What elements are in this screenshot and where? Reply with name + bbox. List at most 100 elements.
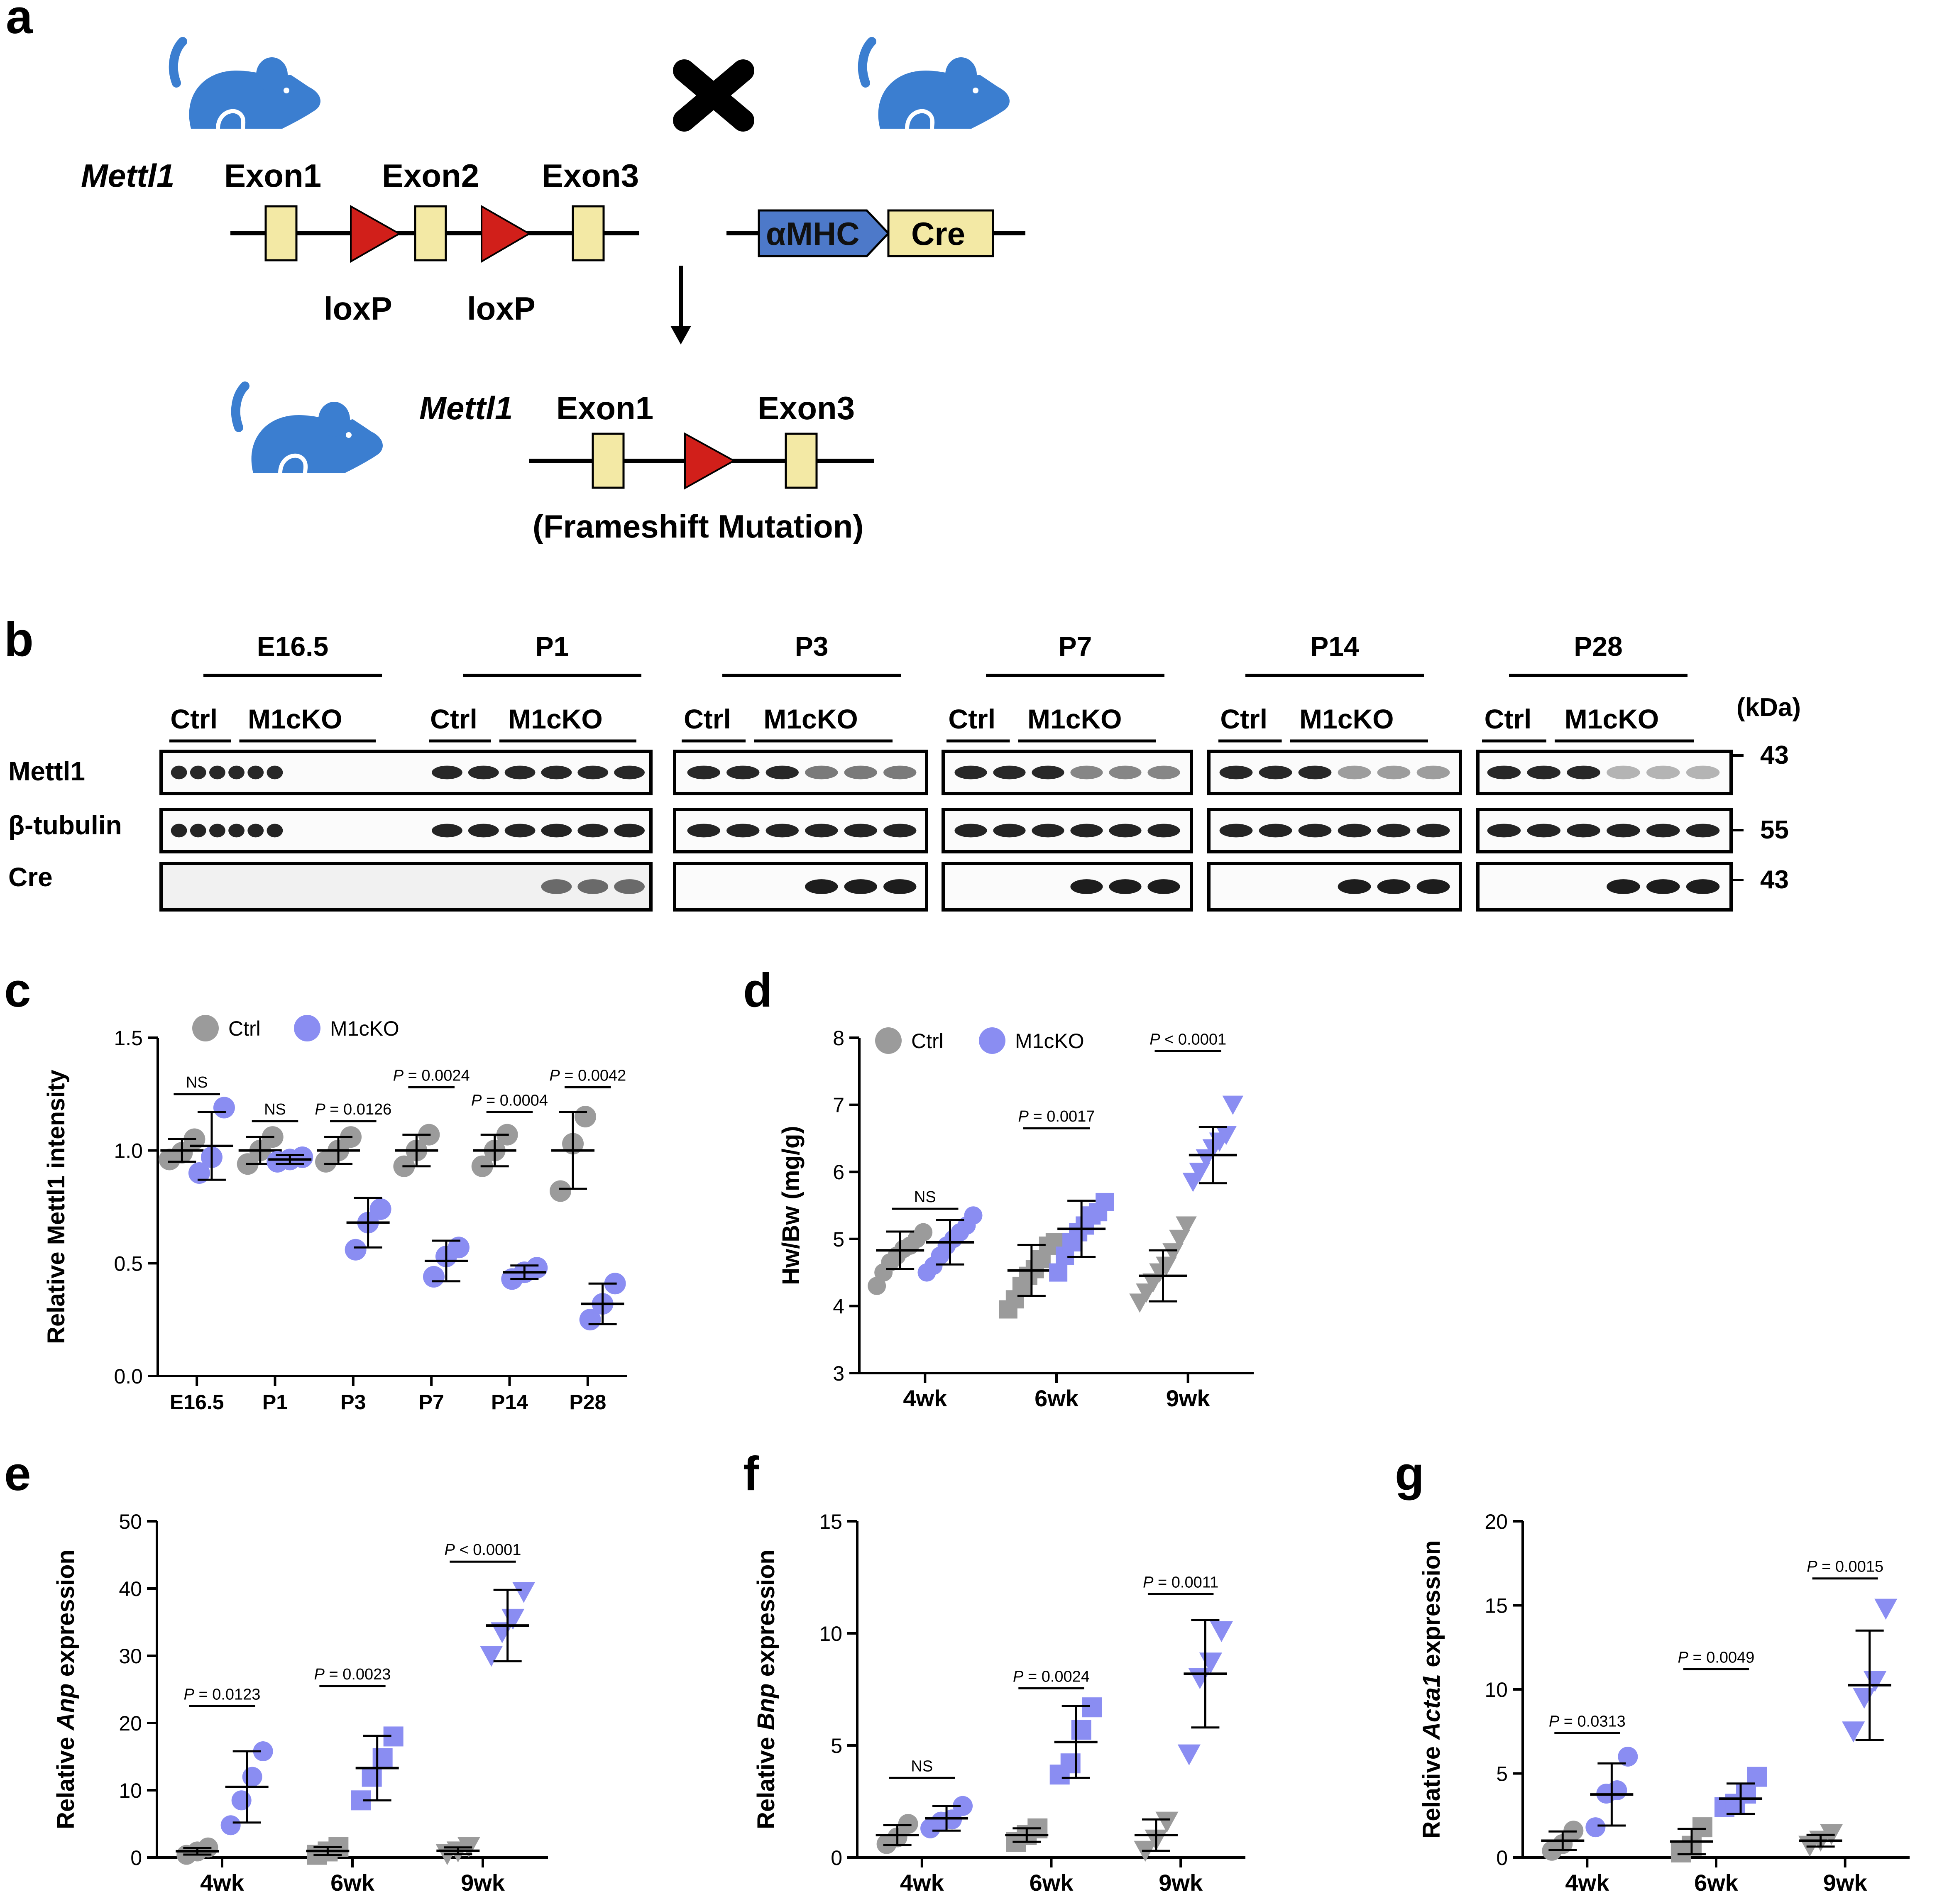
blot-band <box>1338 879 1371 894</box>
data-point <box>1071 1720 1091 1740</box>
blot-band <box>1646 879 1680 894</box>
blot-band <box>228 765 245 780</box>
y-tick-label: 50 <box>119 1510 142 1533</box>
blot-band <box>1377 879 1411 894</box>
panel-letter-b: b <box>4 612 34 666</box>
blot-band <box>1487 824 1521 838</box>
kda-marker: 43 <box>1760 741 1789 770</box>
data-point <box>1188 1668 1211 1689</box>
data-point <box>369 1198 391 1220</box>
blot-ko-label: M1cKO <box>1299 704 1394 734</box>
data-point <box>188 1162 210 1184</box>
p-value-label: NS <box>264 1101 286 1118</box>
data-point <box>345 1239 367 1261</box>
blot-band <box>247 765 264 780</box>
blot-band <box>883 824 917 838</box>
data-point <box>1874 1598 1898 1620</box>
x-tick-label: 6wk <box>1035 1385 1079 1411</box>
blot-ctrl-label: Ctrl <box>1220 704 1267 734</box>
chart-panel-e: 0 10 20 30 40 50 Relative Anp expression 4wk P =… <box>52 1510 548 1896</box>
amhc-label: αMHC <box>766 215 860 252</box>
blot-band <box>844 879 877 894</box>
blot-band <box>1686 824 1720 838</box>
blot-band <box>1070 879 1103 894</box>
blot-band <box>1686 879 1720 894</box>
p-value-label: P = 0.0024 <box>1013 1668 1090 1685</box>
blot-band <box>805 824 838 838</box>
result-exon1-label: Exon1 <box>556 390 653 426</box>
p-value-label: P = 0.0024 <box>393 1067 470 1085</box>
blot-band <box>577 765 609 780</box>
legend-label-ctrl: Ctrl <box>911 1029 944 1053</box>
blot-band <box>1109 824 1142 838</box>
blot-band <box>954 765 987 780</box>
blot-band <box>1259 824 1292 838</box>
data-point <box>914 1223 933 1242</box>
y-tick-label: 10 <box>119 1779 142 1802</box>
blot-row-label: Mettl1 <box>8 756 85 786</box>
blot-band <box>577 824 609 838</box>
x-tick-label: P1 <box>262 1391 288 1414</box>
y-tick-label: 5 <box>831 1734 842 1757</box>
data-point <box>1607 1780 1627 1800</box>
loxp-1 <box>350 205 401 263</box>
x-tick-label: 6wk <box>1694 1870 1739 1896</box>
legend-label-m1cko: M1cKO <box>1015 1029 1084 1053</box>
blot-ko-label: M1cKO <box>763 704 858 734</box>
blot-band <box>1487 765 1521 780</box>
p-value-label: P = 0.0042 <box>549 1067 626 1085</box>
blot-band <box>541 879 572 894</box>
data-point <box>362 1767 382 1787</box>
blot-band <box>541 824 572 838</box>
blot-band <box>468 824 499 838</box>
data-point <box>898 1814 918 1834</box>
data-point <box>550 1180 572 1202</box>
y-axis-label: Relative Bnp expression <box>753 1550 780 1829</box>
data-point <box>1176 1216 1197 1236</box>
loxp-label-1: loxP <box>324 290 392 327</box>
result-exon3-label: Exon3 <box>758 390 855 426</box>
p-value-label: P = 0.0015 <box>1807 1558 1883 1576</box>
data-point <box>1060 1753 1081 1774</box>
y-tick-label: 0 <box>130 1846 142 1870</box>
p-value-label: NS <box>911 1757 933 1775</box>
data-point <box>242 1767 262 1787</box>
blot-ctrl-label: Ctrl <box>1485 704 1532 734</box>
frameshift-note: (Frameshift Mutation) <box>533 508 863 545</box>
kda-marker: 43 <box>1760 865 1789 894</box>
data-point <box>1222 1095 1244 1115</box>
panel-letter-f: f <box>743 1447 759 1501</box>
cre-label: Cre <box>911 215 965 252</box>
y-tick-label: 7 <box>833 1094 844 1117</box>
blot-ko-label: M1cKO <box>248 704 342 734</box>
x-tick-label: P7 <box>419 1391 444 1414</box>
blot-ko-label: M1cKO <box>1027 704 1122 734</box>
kda-label: (kDa) <box>1736 693 1801 722</box>
data-point <box>231 1790 252 1811</box>
y-tick-label: 10 <box>1485 1678 1508 1701</box>
blot-band <box>993 765 1026 780</box>
blot-band <box>954 824 987 838</box>
blot-band <box>1147 824 1180 838</box>
exon2-label: Exon2 <box>382 157 479 194</box>
blot-band <box>190 824 206 838</box>
western-blot: E16.5 Ctrl M1cKO P1 Ctrl M1cKO P3 Ctrl M1cKO P7 Ct… <box>8 631 1801 912</box>
legend-swatch-m1cko <box>979 1027 1005 1054</box>
chart-panel-d: 3 4 5 6 7 8 Hw/Bw (mg/g) 4wk NS 6wk P = 0.0017 9wk P… <box>778 1027 1254 1411</box>
blot-band <box>1298 824 1332 838</box>
data-point <box>1189 1163 1211 1182</box>
y-tick-label: 20 <box>1485 1510 1508 1533</box>
y-tick-label: 0.0 <box>114 1365 143 1388</box>
data-point <box>1049 1263 1068 1282</box>
data-point <box>220 1815 241 1836</box>
p-value-label: P < 0.0001 <box>1149 1031 1226 1048</box>
p-value-label: P = 0.0004 <box>471 1092 548 1109</box>
blot-band <box>1377 824 1411 838</box>
x-tick-label: 4wk <box>903 1385 947 1411</box>
y-tick-label: 0 <box>831 1846 842 1870</box>
exon2-box <box>414 205 447 262</box>
blot-band <box>1416 765 1450 780</box>
panel-letter-g: g <box>1395 1447 1424 1501</box>
blot-band <box>1109 879 1142 894</box>
